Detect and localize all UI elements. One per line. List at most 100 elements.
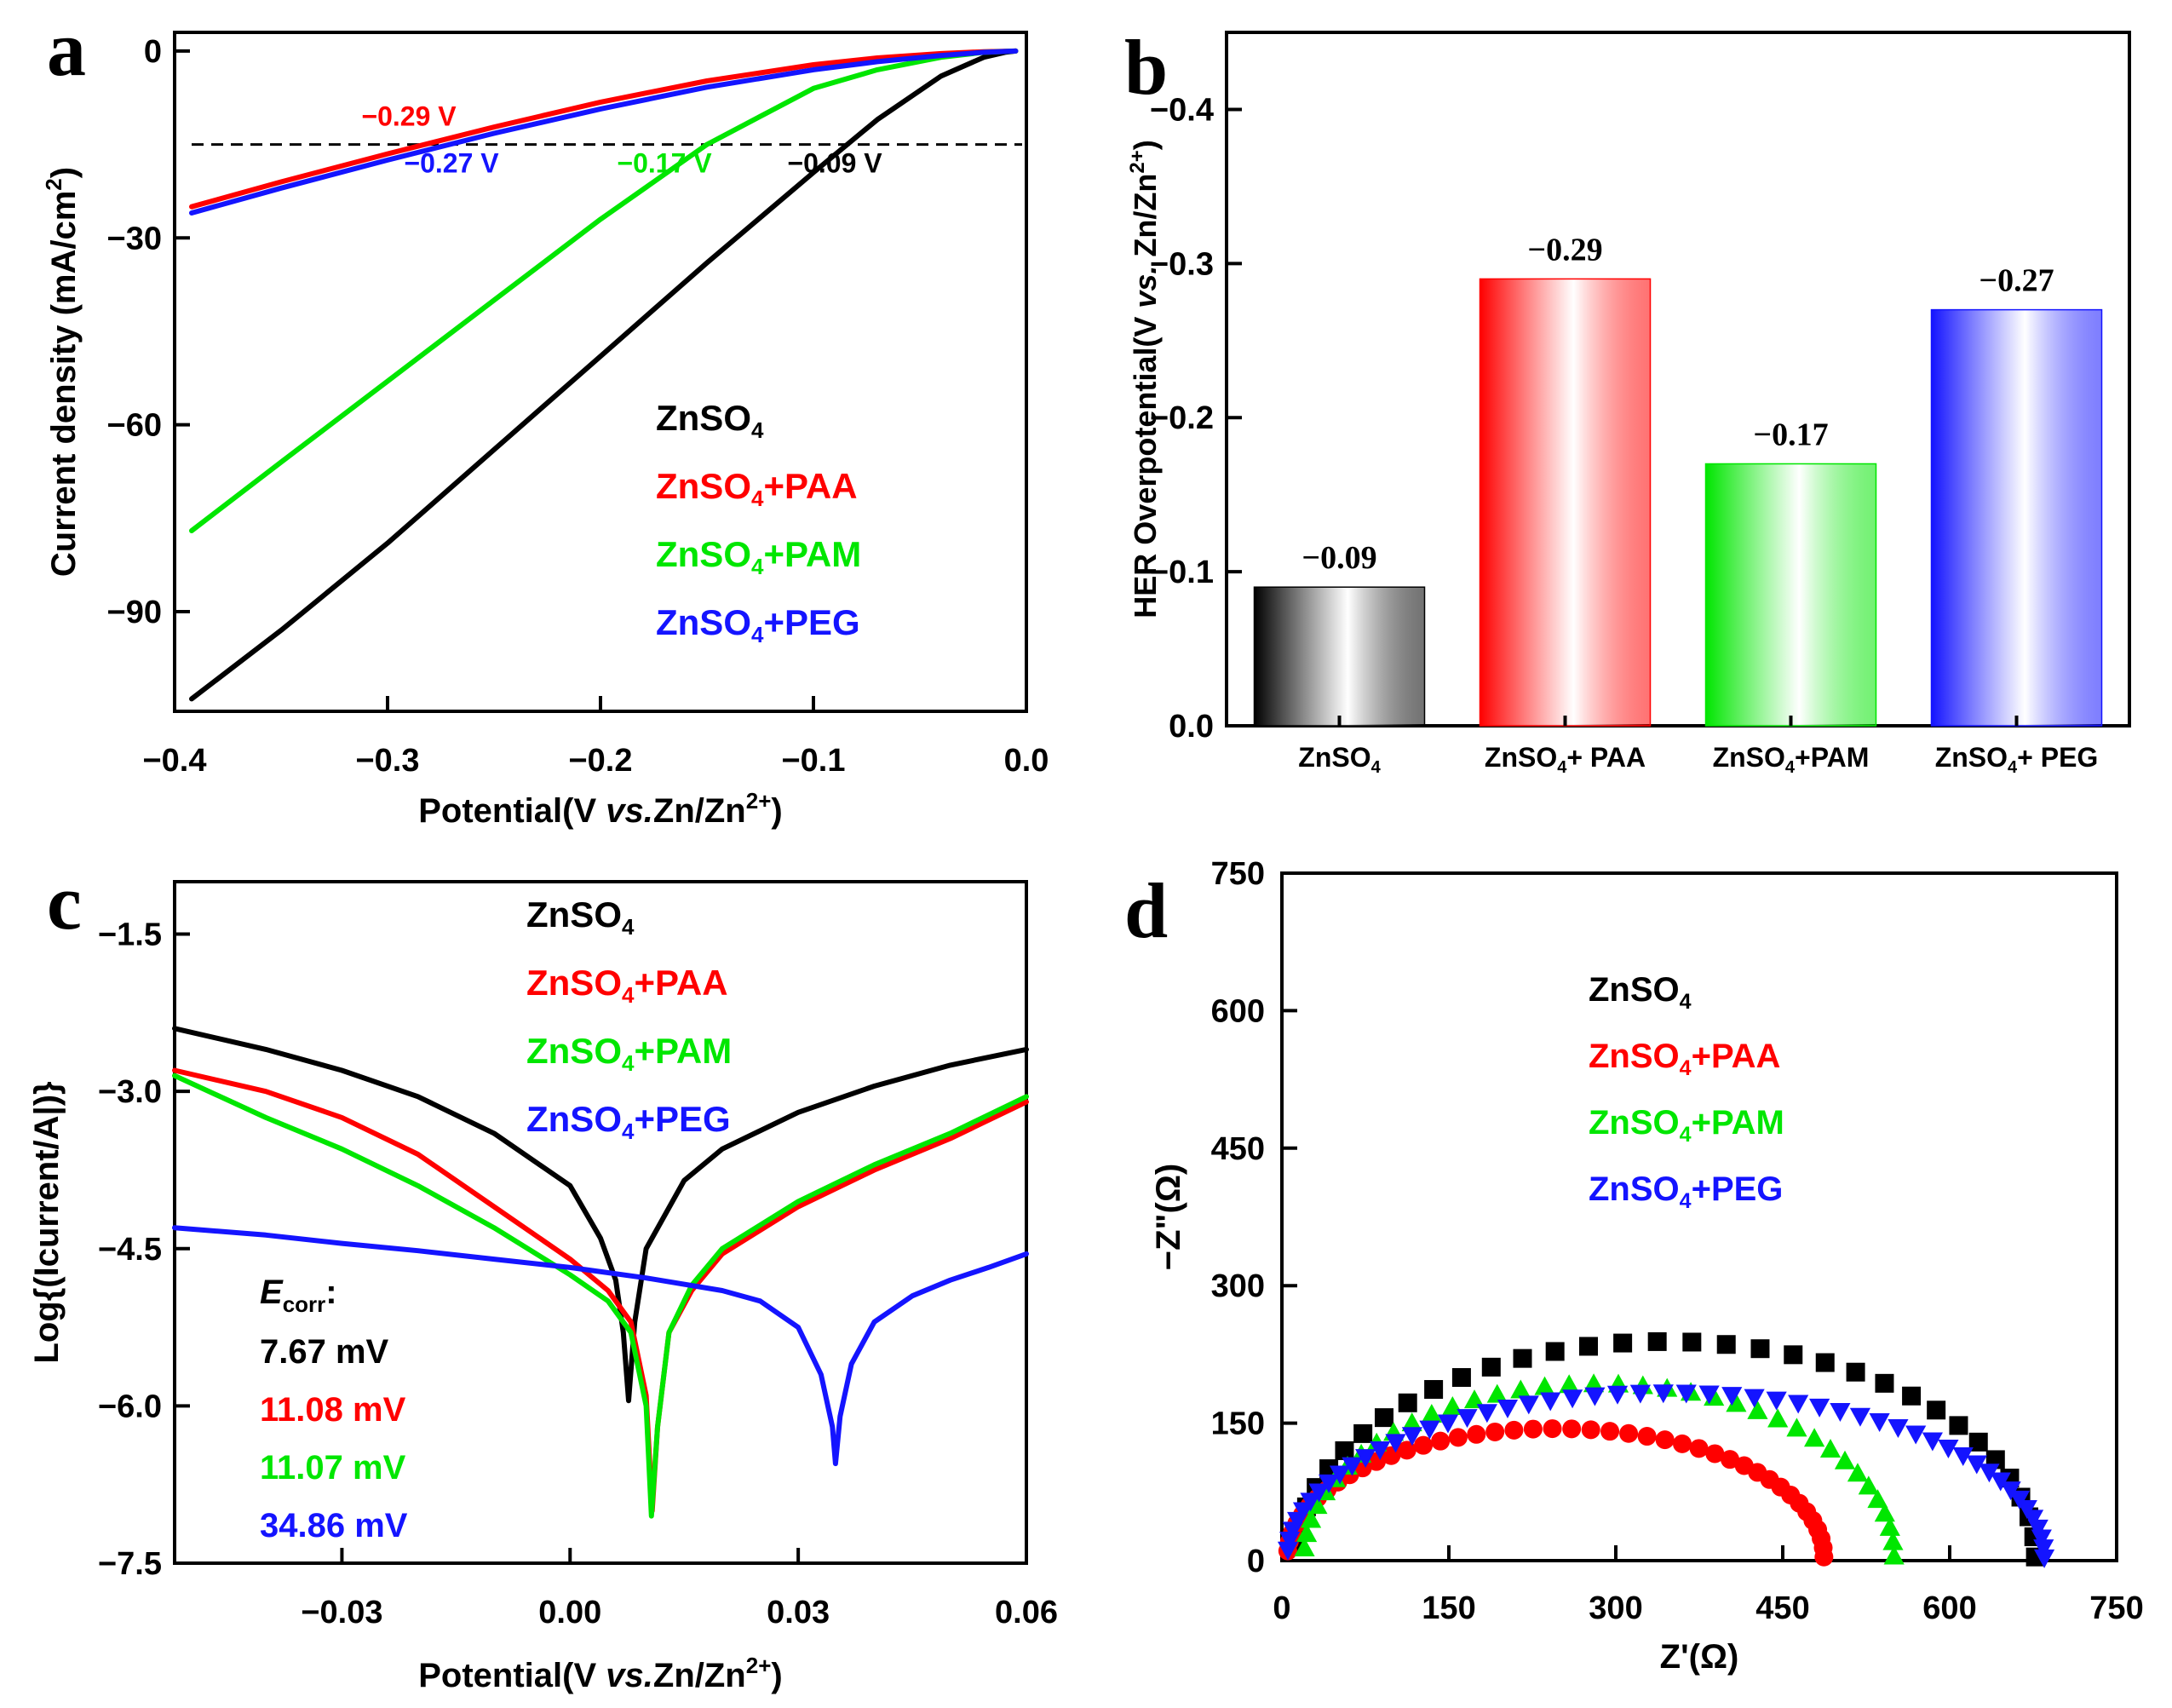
panel-d-legend-ZnSO4+PEG: ZnSO4+PEG [1589, 1170, 1783, 1213]
panel-d-legend-ZnSO4: ZnSO4 [1589, 971, 1692, 1014]
panel-d-point-ZnSO4+PAA [1448, 1428, 1468, 1447]
panel-d-xtick-label: 450 [1755, 1590, 1809, 1626]
panel-d-point-ZnSO4+PAM [1510, 1379, 1531, 1399]
panel-d-point-ZnSO4+PAA [1673, 1434, 1692, 1453]
panel-c-ytick-label: −1.5 [98, 917, 162, 953]
panel-a-series-ZnSO4+PAM [189, 48, 1019, 533]
panel-c-ecorr-ZnSO4: 7.67 mV [260, 1333, 389, 1371]
panel-b-value-label-ZnSO4+PEG: −0.27 [1979, 263, 2054, 299]
panel-d-point-ZnSO4+PEG [1277, 1541, 1299, 1561]
panel-d-point-ZnSO4+PEG [1308, 1483, 1330, 1503]
panel-d-point-ZnSO4+PEG [1888, 1418, 1909, 1438]
panel-d-point-ZnSO4+PAM [1463, 1389, 1485, 1409]
panel-d-point-ZnSO4+PEG [1652, 1384, 1674, 1404]
panel-a-xtick-label: −0.2 [568, 743, 632, 779]
panel-d-point-ZnSO4+PAM [1401, 1412, 1422, 1432]
panel-c-xtick-label: −0.03 [301, 1595, 382, 1630]
panel-d-point-ZnSO4+PEG [1476, 1404, 1497, 1423]
panel-d-point-ZnSO4+PAM [1534, 1376, 1555, 1395]
panel-d-point-ZnSO4+PAM [1819, 1439, 1842, 1458]
panel-d-ytick-label: 750 [1211, 856, 1265, 892]
panel-d-point-ZnSO4+PAA [1414, 1435, 1434, 1455]
panel-b-value-label-ZnSO4: −0.09 [1301, 540, 1376, 576]
panel-a-letter: a [47, 5, 86, 92]
panel-d-point-ZnSO4+PEG [1869, 1413, 1890, 1433]
panel-d-point-ZnSO4+PAM [1834, 1450, 1856, 1469]
panel-d-point-ZnSO4+PEG [1766, 1391, 1787, 1411]
panel-d-point-ZnSO4+PEG [1905, 1425, 1927, 1445]
panel-d-point-ZnSO4 [1424, 1380, 1444, 1400]
panel-d-point-ZnSO4+PEG [2022, 1510, 2044, 1529]
panel-c-xtick-label: 0.06 [995, 1595, 1058, 1630]
panel-d-ytick-label: 450 [1211, 1131, 1265, 1167]
panel-d-xtick-label: 150 [1422, 1590, 1475, 1626]
panel-d-point-ZnSO4+PAM [1786, 1418, 1807, 1437]
panel-c-xtick-label: 0.00 [538, 1595, 601, 1630]
panel-d-point-ZnSO4+PEG [2033, 1539, 2054, 1559]
panel-d-point-ZnSO4+PEG [1300, 1492, 1321, 1512]
panel-d-point-ZnSO4+PAM [1300, 1509, 1322, 1528]
panel-b-ytick-label: 0.0 [1169, 709, 1214, 745]
panel-d-point-ZnSO4+PAM [1847, 1463, 1869, 1482]
panel-d-point-ZnSO4 [1374, 1408, 1393, 1428]
panel-d-ytick-label: 600 [1211, 993, 1265, 1029]
panel-a-legend-ZnSO4+PAM: ZnSO4+PAM [656, 534, 861, 579]
panel-a-ytick-label: −90 [107, 595, 162, 630]
panel-d-point-ZnSO4 [1902, 1386, 1922, 1406]
panel-d-point-ZnSO4 [1353, 1423, 1373, 1443]
panel-d-point-ZnSO4+PAA [1562, 1419, 1582, 1439]
panel-d-point-ZnSO4+PAA [1689, 1439, 1709, 1458]
panel-d-point-ZnSO4 [1875, 1373, 1894, 1393]
panel-c-series-ZnSO4+PAM [172, 1073, 1029, 1519]
panel-d-legend-ZnSO4+PAM: ZnSO4+PAM [1589, 1104, 1784, 1147]
panel-d-point-ZnSO4+PAA [1600, 1422, 1620, 1441]
panel-d-point-ZnSO4+PEG [1849, 1407, 1871, 1427]
panel-d-point-ZnSO4+PAA [1655, 1430, 1675, 1450]
panel-d-point-ZnSO4+PAM [1858, 1475, 1879, 1495]
panel-d-point-ZnSO4+PAA [1814, 1547, 1834, 1567]
panel-c-ecorr-label: Ecorr: [260, 1274, 337, 1317]
panel-b-axes [1225, 31, 2131, 727]
panel-d-point-ZnSO4+PEG [1721, 1387, 1743, 1406]
panel-d-point-ZnSO4+PAM [1882, 1531, 1904, 1550]
panel-d-point-ZnSO4+PAM [1747, 1400, 1768, 1419]
panel-d-point-ZnSO4+PAA [1705, 1444, 1725, 1464]
panel-d-axes [1280, 871, 2118, 1562]
panel-c-xtick-label: 0.03 [767, 1595, 830, 1630]
panel-d-point-ZnSO4 [1481, 1357, 1501, 1377]
panel-d-point-ZnSO4 [1716, 1335, 1736, 1354]
panel-d-point-ZnSO4+PEG [1318, 1474, 1340, 1493]
panel-d-point-ZnSO4+PAA [1504, 1420, 1524, 1440]
panel-c-legend-ZnSO4: ZnSO4 [526, 894, 635, 940]
panel-d-point-ZnSO4 [1784, 1345, 1803, 1365]
panel-c-ytick-label: −4.5 [98, 1232, 162, 1268]
panel-a-ylabel: Current density (mA/cm2) [41, 167, 83, 577]
panel-a-legend-ZnSO4+PAA: ZnSO4+PAA [656, 466, 858, 511]
panel-d-point-ZnSO4 [1750, 1339, 1770, 1359]
panel-d-point-ZnSO4 [1613, 1333, 1633, 1353]
panel-b-letter: b [1124, 24, 1168, 111]
panel-a-annotation-ZnSO4+PAA: −0.29 V [361, 101, 457, 132]
panel-d-point-ZnSO4+PAM [1559, 1374, 1580, 1394]
panel-d-point-ZnSO4+PAA [1543, 1419, 1562, 1439]
panel-d-point-ZnSO4+PEG [1540, 1392, 1561, 1412]
panel-d-xtick-label: 600 [1922, 1590, 1976, 1626]
panel-d-point-ZnSO4+PEG [1385, 1434, 1406, 1453]
panel-d-point-ZnSO4+PEG [1355, 1449, 1376, 1469]
panel-d-point-ZnSO4+PEG [2031, 1529, 2052, 1549]
panel-a-legend-ZnSO4+PEG: ZnSO4+PEG [656, 602, 860, 647]
panel-d-point-ZnSO4 [1682, 1332, 1702, 1352]
panel-d-point-ZnSO4+PAM [1767, 1408, 1789, 1428]
panel-d-point-ZnSO4+PAA [1721, 1450, 1740, 1469]
panel-d-letter: d [1124, 867, 1168, 954]
panel-b-bar-ZnSO4 [1253, 586, 1426, 727]
panel-d-ylabel: −Z"(Ω) [1150, 1164, 1187, 1270]
panel-a-series-ZnSO4+PEG [189, 48, 1019, 216]
panel-a-ytick-label: 0 [144, 34, 162, 70]
panel-d-point-ZnSO4 [1815, 1353, 1835, 1372]
panel-d-point-ZnSO4 [1647, 1331, 1667, 1351]
panel-d-point-ZnSO4+PEG [1329, 1465, 1351, 1485]
panel-a-xtick-label: −0.4 [142, 743, 206, 779]
panel-d-point-ZnSO4+PEG [1370, 1441, 1391, 1460]
panel-d-point-ZnSO4+PEG [1922, 1432, 1943, 1452]
